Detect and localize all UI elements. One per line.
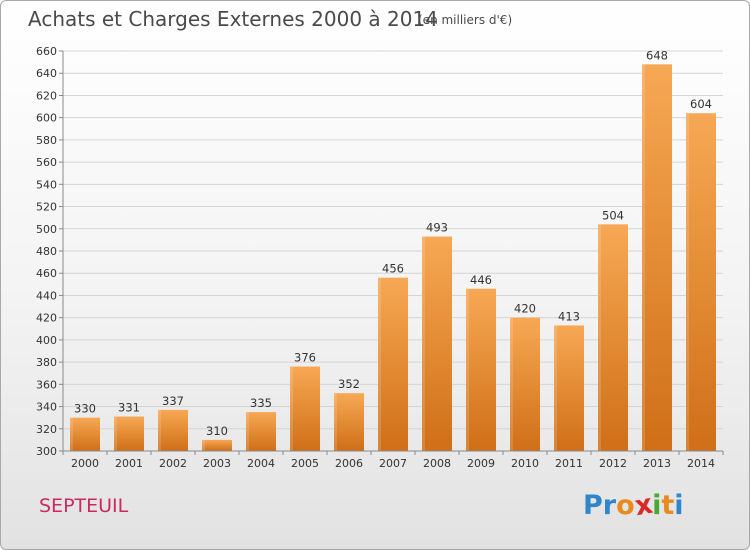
chart-title: Achats et Charges Externes 2000 à 2014 xyxy=(28,7,438,31)
bar-2009 xyxy=(466,288,496,451)
y-tick-label: 340 xyxy=(36,401,57,414)
bar-highlight xyxy=(246,412,249,451)
data-label: 413 xyxy=(558,309,580,323)
y-tick-label: 540 xyxy=(36,178,57,191)
bar-2001 xyxy=(114,416,144,451)
data-label: 493 xyxy=(426,221,448,235)
bar-highlight xyxy=(466,288,469,451)
bar-2005 xyxy=(290,366,320,451)
y-tick-label: 420 xyxy=(36,312,57,325)
bar-highlight xyxy=(378,277,381,451)
bar-2013 xyxy=(642,64,672,452)
bar-highlight xyxy=(554,325,557,451)
bar-highlight xyxy=(202,439,205,451)
bar-2014 xyxy=(686,113,716,451)
data-label: 456 xyxy=(382,262,404,276)
bar-2012 xyxy=(598,224,628,451)
y-tick-label: 360 xyxy=(36,378,57,391)
bar-2000 xyxy=(70,417,100,451)
y-tick-label: 460 xyxy=(36,267,57,280)
logo-letter: t xyxy=(661,490,675,521)
data-labels: 330 331 337 310 335 376 352 456 493 446 420 413 504 6… xyxy=(74,48,712,438)
y-tick-label: 300 xyxy=(36,445,57,458)
bar-2002 xyxy=(158,409,188,451)
data-label: 330 xyxy=(74,402,96,416)
x-tick-label: 2006 xyxy=(335,457,363,470)
data-label: 352 xyxy=(338,377,360,391)
bar-highlight xyxy=(422,236,425,451)
x-tick-label: 2010 xyxy=(511,457,539,470)
bar-2008 xyxy=(422,236,452,451)
x-tick-label: 2011 xyxy=(555,457,583,470)
data-label: 504 xyxy=(602,208,624,222)
data-label: 648 xyxy=(646,48,668,62)
y-tick-label: 380 xyxy=(36,356,57,369)
bar-2004 xyxy=(246,412,276,451)
y-tick-label: 660 xyxy=(36,45,57,58)
data-label: 446 xyxy=(470,273,492,287)
logo-letter: i xyxy=(674,490,684,521)
y-tick-label: 600 xyxy=(36,112,57,125)
data-label: 604 xyxy=(690,97,712,111)
bar-highlight xyxy=(334,393,337,451)
data-label: 335 xyxy=(250,396,272,410)
x-tick-label: 2000 xyxy=(71,457,99,470)
x-tick-label: 2002 xyxy=(159,457,187,470)
x-tick-label: 2003 xyxy=(203,457,231,470)
x-tick-label: 2004 xyxy=(247,457,275,470)
x-tick-label: 2005 xyxy=(291,457,319,470)
chart-subtitle: (en milliers d'€) xyxy=(418,13,513,27)
x-tick-label: 2009 xyxy=(467,457,495,470)
data-label: 310 xyxy=(206,424,228,438)
data-label: 420 xyxy=(514,302,536,316)
data-label: 337 xyxy=(162,394,184,408)
bar-2006 xyxy=(334,393,364,451)
data-label: 331 xyxy=(118,401,140,415)
x-tick-label: 2013 xyxy=(643,457,671,470)
x-tick-label: 2014 xyxy=(687,457,715,470)
bar-highlight xyxy=(158,409,161,451)
logo-letter: r xyxy=(602,490,617,521)
x-tick-label: 2001 xyxy=(115,457,143,470)
axes: 300 320 340 360 380 400 420 440 460 480 500 520 540 5… xyxy=(36,45,724,470)
bars xyxy=(70,64,716,452)
x-tick-label: 2008 xyxy=(423,457,451,470)
bar-highlight xyxy=(510,317,513,451)
logo-letter: o xyxy=(616,490,635,521)
data-label: 376 xyxy=(294,351,316,365)
bar-highlight xyxy=(598,224,601,451)
bar-highlight xyxy=(70,417,73,451)
logo-letter: i xyxy=(652,490,662,521)
y-tick-label: 480 xyxy=(36,245,57,258)
y-tick-label: 620 xyxy=(36,89,57,102)
bar-highlight xyxy=(642,64,645,452)
y-tick-label: 400 xyxy=(36,334,57,347)
bar-highlight xyxy=(686,113,689,451)
y-tick-label: 580 xyxy=(36,134,57,147)
bar-highlight xyxy=(114,416,117,451)
bar-2003 xyxy=(202,439,232,451)
y-tick-label: 500 xyxy=(36,223,57,236)
bar-2007 xyxy=(378,277,408,451)
y-tick-label: 560 xyxy=(36,156,57,169)
y-tick-label: 320 xyxy=(36,423,57,436)
x-tick-label: 2007 xyxy=(379,457,407,470)
commune-name: SEPTEUIL xyxy=(39,495,129,517)
bar-2011 xyxy=(554,325,584,451)
x-tick-label: 2012 xyxy=(599,457,627,470)
y-tick-label: 520 xyxy=(36,201,57,214)
logo-letter: P xyxy=(583,490,603,521)
bar-2010 xyxy=(510,317,540,451)
y-tick-label: 640 xyxy=(36,67,57,80)
y-tick-label: 440 xyxy=(36,289,57,302)
proxiti-logo: Proxiti xyxy=(583,489,684,523)
bar-highlight xyxy=(290,366,293,451)
